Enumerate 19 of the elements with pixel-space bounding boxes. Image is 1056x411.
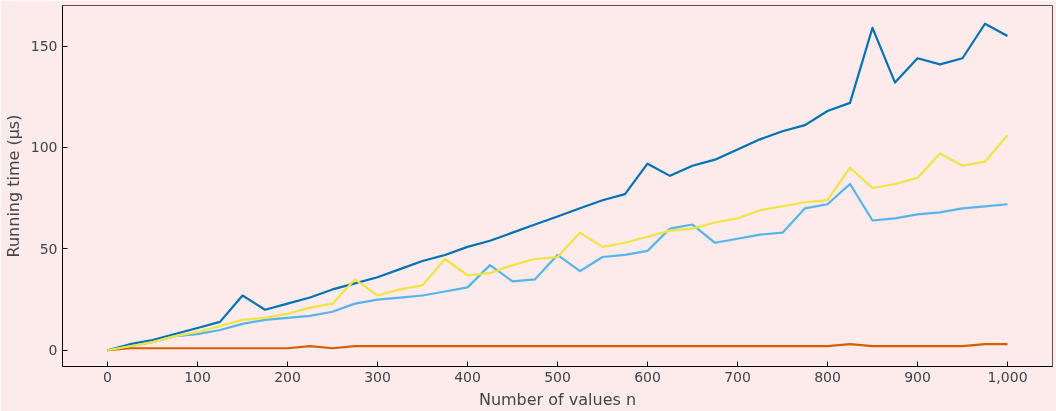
y-axis-title: Running time (µs) (3, 114, 23, 258)
line-series (106, 343, 1009, 352)
y-tick-label: 50 (39, 240, 58, 257)
x-tick-label: 300 (364, 368, 391, 385)
x-tick-label: 400 (454, 368, 481, 385)
x-tick-label: 200 (274, 368, 301, 385)
y-tick-label: 150 (30, 38, 58, 55)
y-tick-label: 0 (48, 342, 58, 359)
x-tick-label: 900 (904, 368, 931, 385)
x-tick-label: 600 (634, 368, 661, 385)
x-tick-label: 100 (184, 368, 211, 385)
x-tick-label: 500 (544, 368, 571, 385)
line-series (106, 134, 1009, 352)
x-axis-title: Number of values n (478, 389, 637, 409)
x-tick-label: 1,000 (987, 368, 1028, 385)
x-tick-label: 800 (814, 368, 841, 385)
x-tick-label: 700 (724, 368, 751, 385)
y-tick-label: 100 (30, 139, 58, 156)
x-tick-label: 0 (103, 368, 112, 385)
